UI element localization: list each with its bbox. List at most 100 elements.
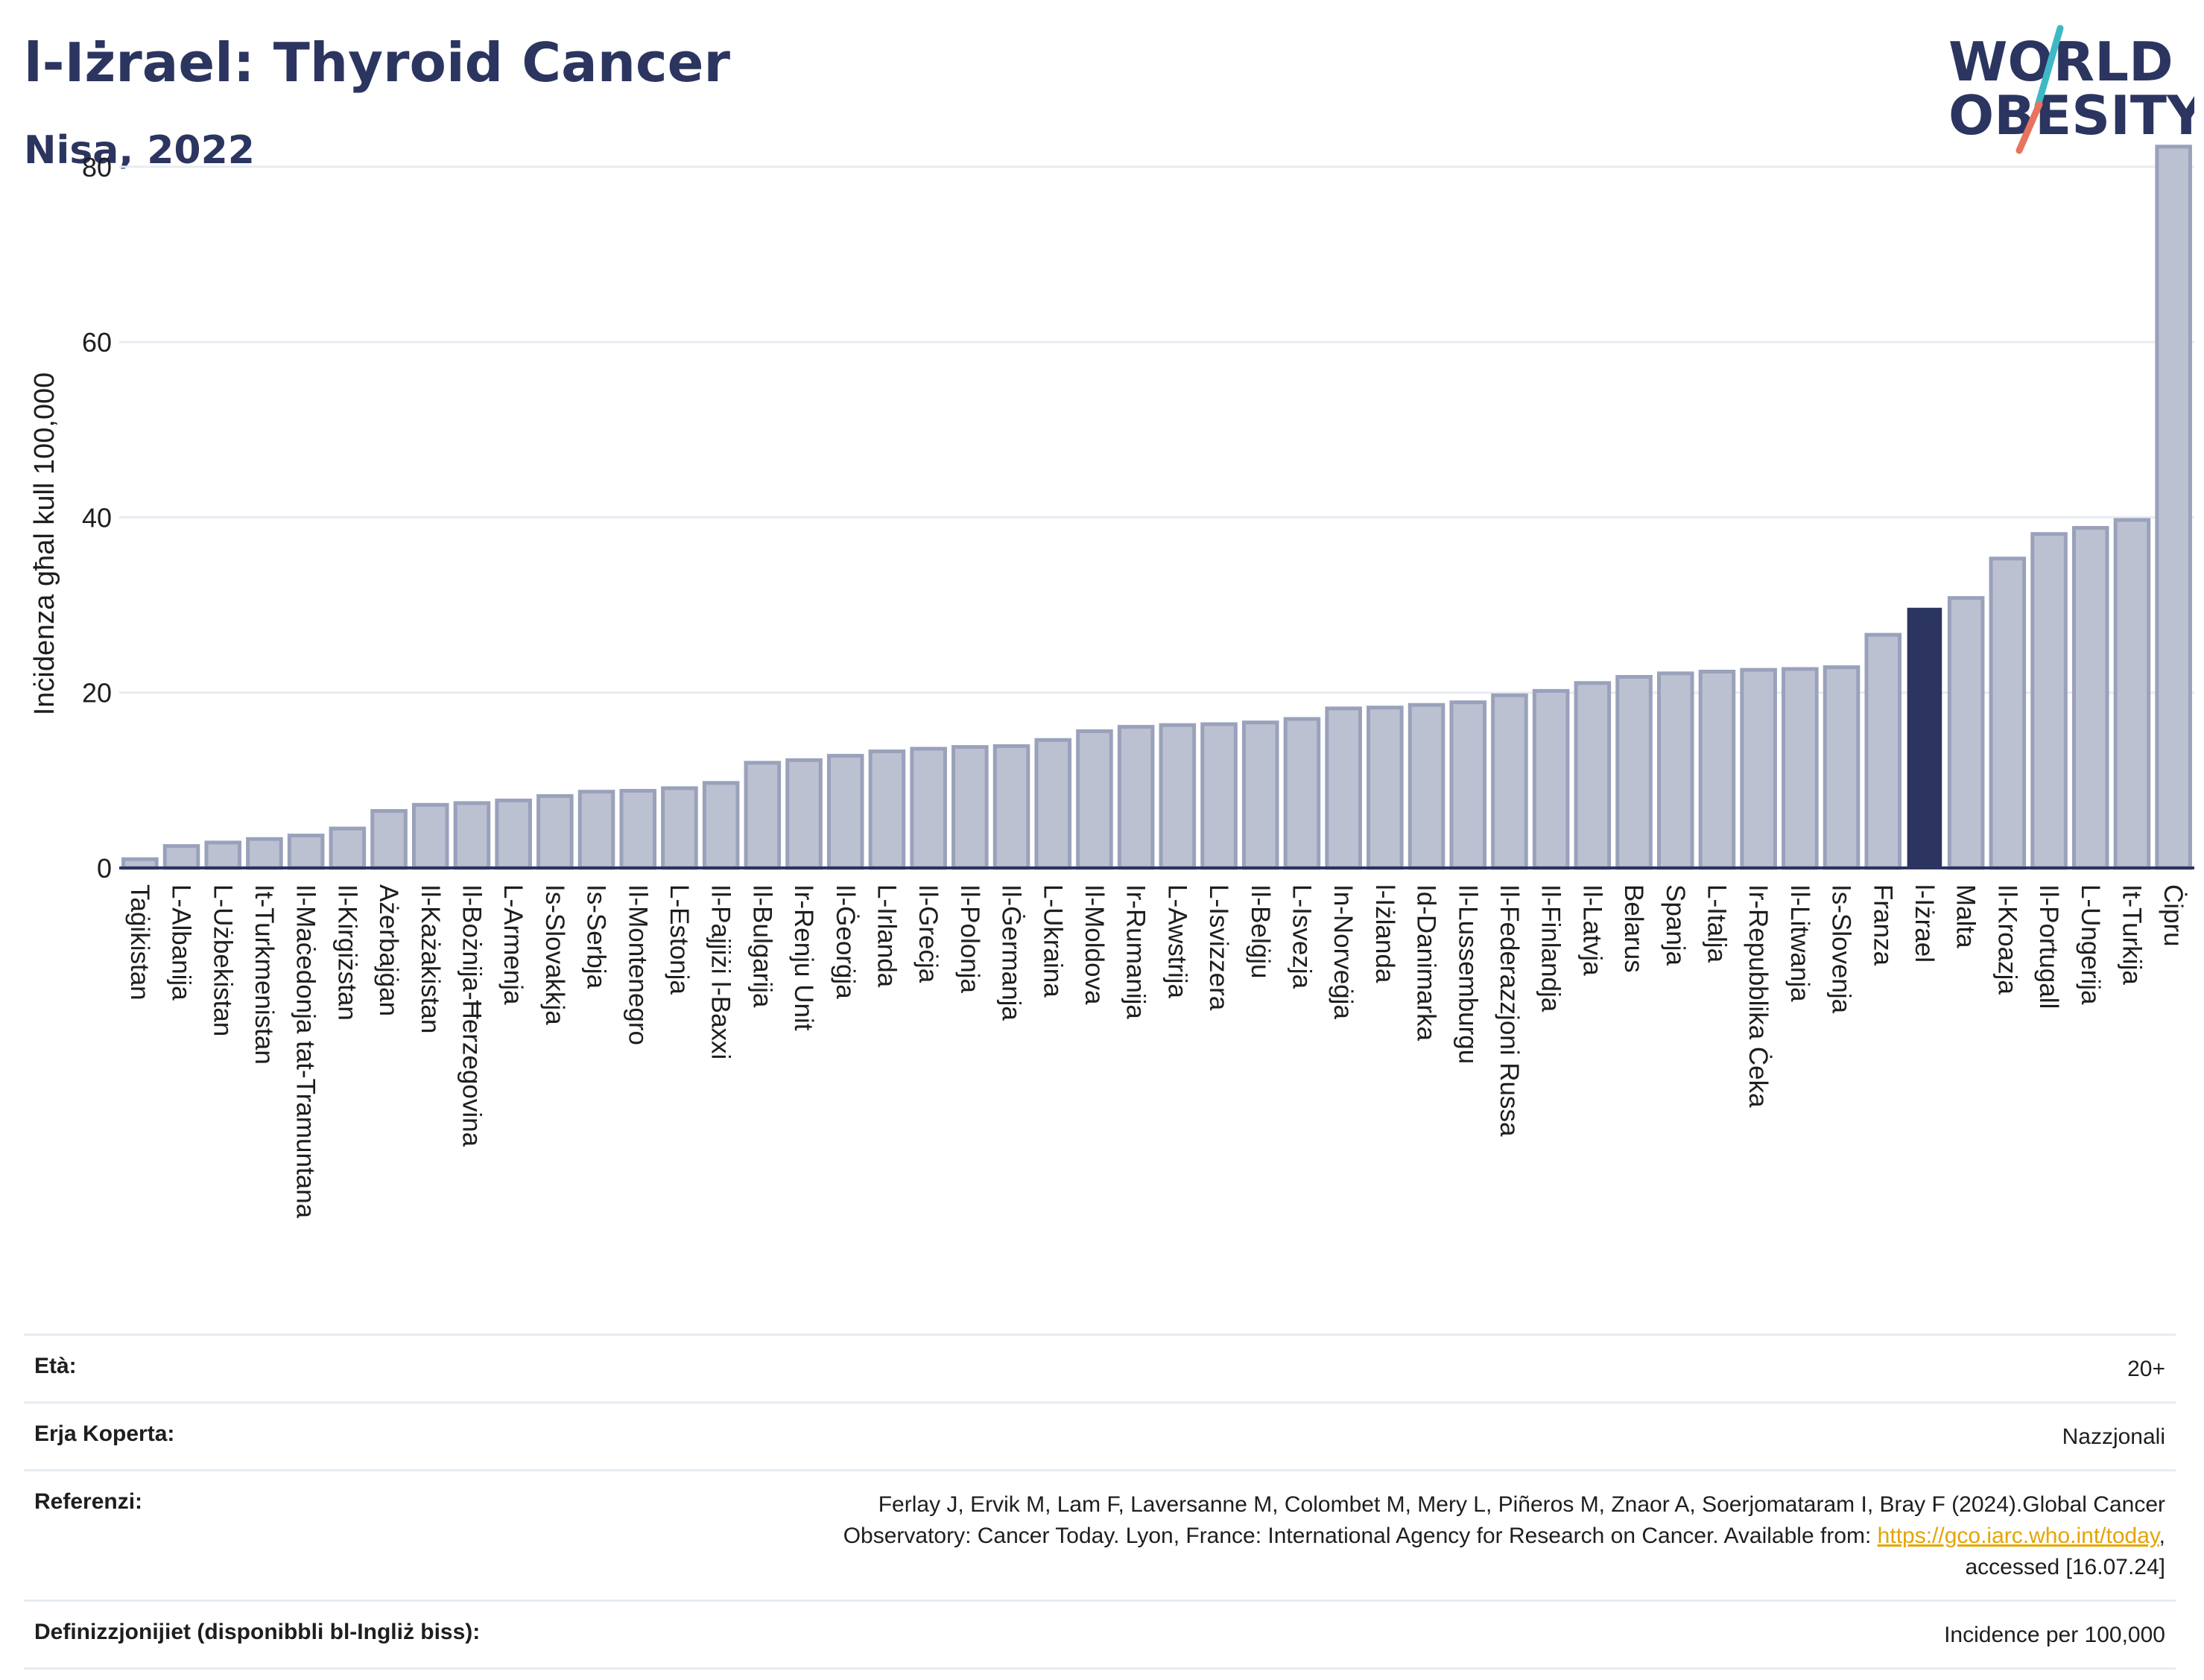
x-tick-label: It-Turkmenistan: [250, 884, 279, 1065]
chart-title: l-Iżrael: Thyroid Cancer: [24, 31, 730, 94]
y-tick-labels: 0 20 40 60 80: [82, 152, 112, 884]
x-tick-labels: Taġikistan L-Albanija L-Użbekistan It-Turkm…: [125, 884, 2188, 1219]
x-tick-label: Ir-Renju Unit: [789, 884, 818, 1031]
coverage-value: Nazzjonali: [2062, 1424, 2165, 1449]
bar: [162, 844, 200, 870]
y-tick-label: 0: [97, 853, 112, 884]
y-tick-label: 80: [82, 152, 112, 183]
bar: [1532, 688, 1570, 870]
x-tick-label: L-Użbekistan: [208, 884, 237, 1036]
logo-text-obesity: OBESITY: [1948, 84, 2194, 147]
x-tick-label: Is-Slovakkja: [540, 884, 569, 1025]
bar: [744, 761, 782, 870]
x-tick-label: L-Albanija: [167, 884, 196, 1001]
bar: [702, 781, 740, 870]
bar-chart: 0 20 40 60 80 Taġikistan L-Albanija L-Użbekist…: [29, 145, 2194, 1219]
bar: [1864, 633, 1902, 870]
x-tick-label: Il-Moldova: [1080, 884, 1109, 1005]
x-tick-label: L-Italja: [1702, 884, 1731, 963]
bar: [2030, 532, 2068, 870]
bar: [992, 744, 1030, 870]
x-tick-label: L-Armenja: [498, 884, 528, 1005]
bar: [826, 753, 864, 870]
x-tick-label: L-Isvizzera: [1204, 884, 1233, 1011]
coverage-label: Erja Koperta:: [34, 1421, 175, 1446]
bar: [1698, 669, 1736, 870]
reference-text-3: ,: [2159, 1524, 2165, 1548]
bar: [1823, 665, 1861, 870]
world-obesity-logo: WORLD OBESITY: [1948, 25, 2194, 154]
x-tick-label: Il-Portugall: [2034, 884, 2063, 1009]
x-tick-label: Il-Maċedonja tat-Tramuntana: [291, 884, 320, 1219]
x-tick-label: Il-Litwanja: [1785, 884, 1814, 1002]
bar: [1200, 722, 1238, 870]
x-tick-label: L-Irlanda: [872, 884, 901, 988]
x-tick-label: Ir-Rumanija: [1121, 884, 1150, 1019]
bar: [1947, 596, 1985, 870]
bar: [536, 794, 574, 870]
reference-text-1: Ferlay J, Ervik M, Lam F, Laversanne M, …: [878, 1492, 2165, 1517]
x-tick-label: Ażerbajġan: [374, 884, 403, 1016]
x-tick-label: Franza: [1868, 884, 1897, 966]
x-tick-label: Il-Ġermanja: [997, 884, 1026, 1021]
bar: [2071, 526, 2109, 870]
bar: [868, 749, 906, 870]
x-tick-label: Ir-Repubblika Ċeka: [1744, 884, 1773, 1108]
bar: [453, 801, 491, 870]
info-row-age: Età: 20+: [24, 1334, 2176, 1401]
x-tick-label: Il-Każakistan: [416, 884, 445, 1033]
bar: [1615, 675, 1653, 870]
x-tick-label: L-Estonja: [665, 884, 694, 995]
x-tick-label: Il-Finlandja: [1536, 884, 1565, 1012]
bar: [370, 809, 408, 870]
reference-link[interactable]: https://gco.iarc.who.int/today: [1877, 1524, 2159, 1548]
bar: [1367, 706, 1404, 870]
reference-text-4: accessed [16.07.24]: [1965, 1555, 2165, 1579]
x-tick-label: Il-Bulgarija: [747, 884, 776, 1008]
bar: [1325, 706, 1362, 870]
x-tick-label: Il-Belġju: [1246, 884, 1275, 978]
bar: [204, 840, 242, 870]
x-tick-label: Id-Danimarka: [1412, 884, 1441, 1042]
bar: [1782, 667, 1819, 870]
x-tick-label: Il-Latvja: [1577, 884, 1606, 976]
x-tick-label: Il-Ġeorġja: [831, 884, 860, 999]
x-tick-label: L-Ungerija: [2076, 884, 2105, 1005]
bar: [1907, 607, 1942, 869]
reference-text-2: Observatory: Cancer Today. Lyon, France:…: [843, 1524, 1878, 1548]
x-tick-label: Is-Slovenja: [1827, 884, 1856, 1014]
bar: [1989, 557, 2027, 870]
logo-slash-coral: [2015, 101, 2043, 154]
age-label: Età:: [34, 1354, 77, 1378]
bar: [1034, 738, 1072, 870]
y-axis-label: Inċidenza għal kull 100,000: [29, 373, 60, 716]
x-tick-label: Malta: [1951, 884, 1980, 948]
bar: [619, 788, 657, 870]
bar: [577, 790, 615, 870]
bar: [1740, 668, 1777, 870]
reference-label: Referenzi:: [34, 1489, 143, 1514]
bar: [1117, 725, 1155, 870]
x-tick-label: Il-Kirgiżstan: [332, 884, 361, 1021]
x-tick-label: Il-Greċja: [913, 884, 943, 983]
bar: [1407, 703, 1445, 870]
definitions-label: Definizzjonijiet (disponibbli bl-Ingliż …: [34, 1620, 481, 1644]
x-tick-label: Il-Federazzjoni Russa: [1495, 884, 1524, 1137]
reference-value: Ferlay J, Ervik M, Lam F, Laversanne M, …: [843, 1489, 2165, 1583]
logo-slash-teal: [2034, 25, 2064, 110]
y-tick-label: 60: [82, 327, 112, 358]
x-tick-label: Il-Bożnija-Ħerzegovina: [457, 884, 486, 1147]
info-row-definitions: Definizzjonijiet (disponibbli bl-Ingliż …: [24, 1600, 2176, 1670]
x-tick-label: Il-Polonja: [955, 884, 984, 993]
x-tick-label: L-Ukraina: [1038, 884, 1067, 998]
bar: [1076, 729, 1113, 870]
x-tick-label: Spanja: [1661, 884, 1690, 966]
x-tick-label: Taġikistan: [125, 884, 154, 1001]
bar: [1241, 720, 1279, 870]
chart-subtitle: Nisa, 2022: [24, 128, 255, 173]
bar: [2113, 518, 2151, 870]
x-tick-label: L-Isvezja: [1287, 884, 1316, 989]
x-tick-label: Il-Lussemburgu: [1453, 884, 1482, 1064]
bar: [910, 747, 947, 870]
x-tick-label: In-Norveġja: [1329, 884, 1358, 1019]
